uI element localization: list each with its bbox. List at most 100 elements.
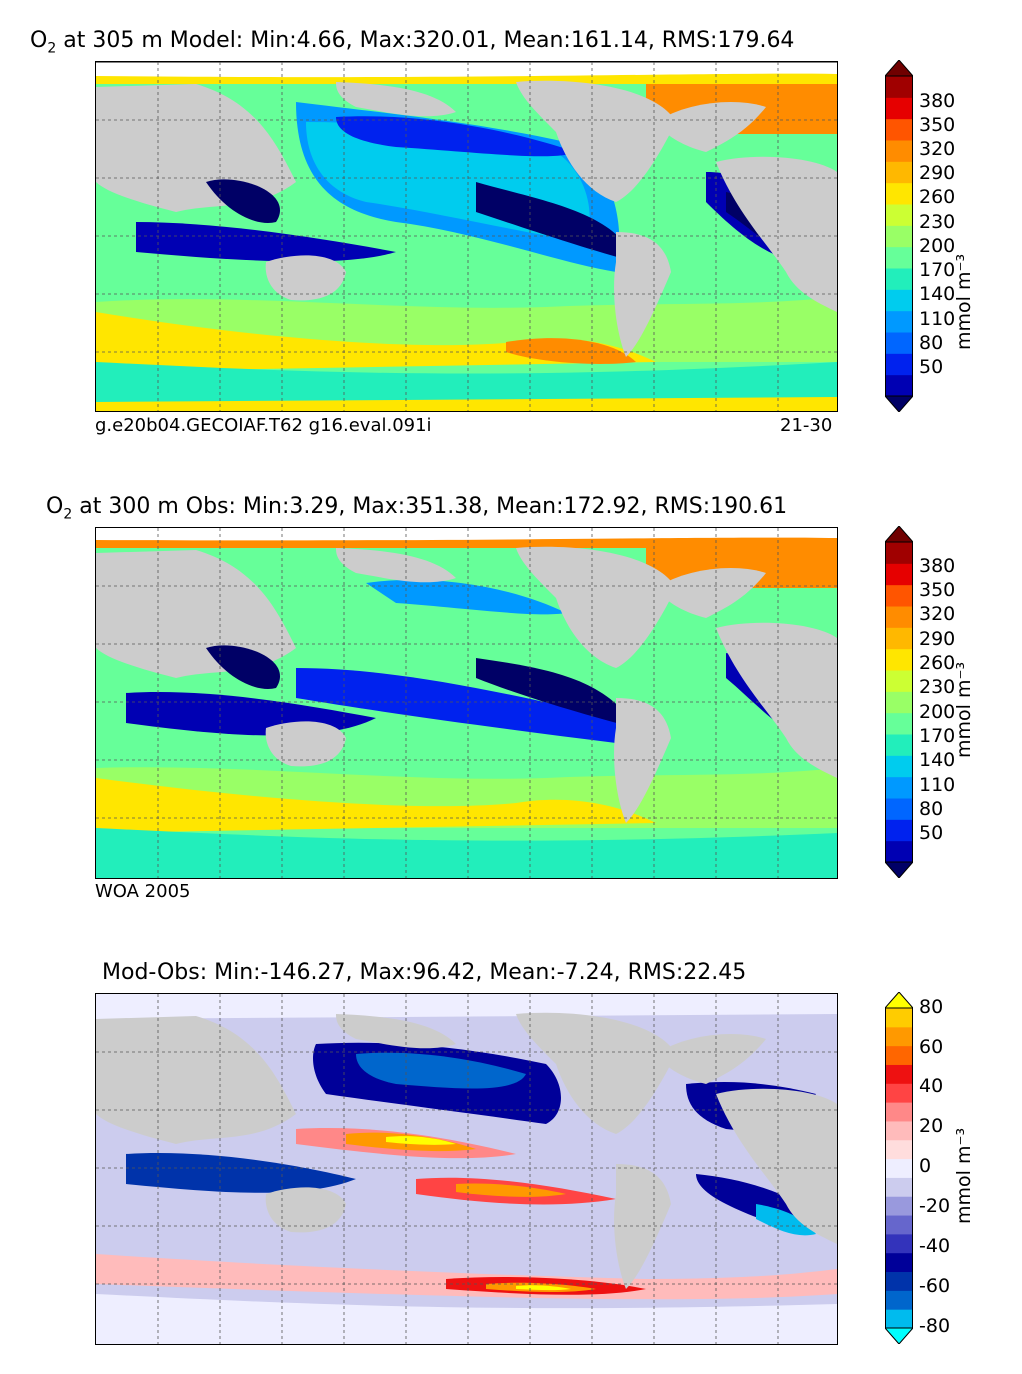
cbar-tick: -60 <box>919 1275 951 1297</box>
colorbar-segment <box>885 161 913 184</box>
colorbar-extend-max <box>883 525 915 543</box>
cbar-tick: 0 <box>919 1155 932 1177</box>
colorbar-extend-min <box>883 861 915 879</box>
obs-panel-title: O2 at 300 m Obs: Min:3.29, Max:351.38, M… <box>46 494 788 523</box>
colorbar-segment <box>885 1064 913 1084</box>
cbar-tick: 260 <box>919 186 956 208</box>
cbar-tick: 170 <box>919 259 956 281</box>
colorbar-segment <box>885 1102 913 1122</box>
colorbar-segment <box>885 691 913 714</box>
colorbar-segment <box>885 584 913 607</box>
cbar-tick: 320 <box>919 138 956 160</box>
cbar-tick: 110 <box>919 308 956 330</box>
colorbar-segment <box>885 1139 913 1160</box>
colorbar-segment <box>885 1215 913 1235</box>
model-panel-title: O2 at 305 m Model: Min:4.66, Max:320.01,… <box>30 28 795 57</box>
obs-o2-map <box>95 527 838 879</box>
cbar-tick: 50 <box>919 356 944 378</box>
colorbar-segment <box>885 840 913 863</box>
obs-caption-left: WOA 2005 <box>95 881 191 902</box>
cbar-tick: 230 <box>919 211 956 233</box>
colorbar-segment <box>885 755 913 778</box>
colorbar-segment <box>885 97 913 120</box>
colorbar-extend-min <box>883 395 915 413</box>
colorbar-segment <box>885 1252 913 1273</box>
colorbar-segment <box>885 670 913 692</box>
colorbar-segment <box>885 1290 913 1310</box>
colorbar-segment <box>885 1026 913 1047</box>
cbar-tick: 80 <box>919 798 944 820</box>
colorbar-segment <box>885 140 913 162</box>
cbar-tick: 60 <box>919 1036 944 1058</box>
cbar-tick: 260 <box>919 652 956 674</box>
cbar-tick: 200 <box>919 235 956 257</box>
cbar-tick: 80 <box>919 332 944 354</box>
model-caption-right: 21-30 <box>780 415 833 436</box>
colorbar-segment <box>885 118 913 141</box>
cbar-tick: 350 <box>919 114 956 136</box>
colorbar-segment <box>885 332 913 354</box>
colorbar-unit-label: mmol m⁻³ <box>953 661 975 758</box>
colorbar-frame <box>885 1007 913 1329</box>
model-caption-left: g.e20b04.GECOIAF.T62 g16.eval.091i <box>95 415 432 436</box>
colorbar-segment <box>885 1045 913 1065</box>
colorbar-segment <box>885 1177 913 1197</box>
colorbar-segment <box>885 1271 913 1291</box>
cbar-tick: -40 <box>919 1235 951 1257</box>
cbar-tick: -80 <box>919 1315 951 1337</box>
colorbar-segment <box>885 268 913 290</box>
diff-colorbar: 80 60 40 20 0 -20 -40 -60 -80 mmol m⁻³ <box>883 991 975 1345</box>
colorbar-segment <box>885 1120 913 1141</box>
cbar-tick: 50 <box>919 822 944 844</box>
colorbar-extend-max <box>883 59 915 77</box>
colorbar-segment <box>885 225 913 248</box>
model-o2-map <box>95 61 838 412</box>
cbar-tick: 40 <box>919 1075 944 1097</box>
colorbar-segment <box>885 563 913 586</box>
colorbar-segment <box>885 76 913 98</box>
diff-panel-title: Mod-Obs: Min:-146.27, Max:96.42, Mean:-7… <box>102 960 747 985</box>
cbar-tick: 350 <box>919 579 956 601</box>
colorbar-extend-max <box>883 991 915 1009</box>
colorbar-segment <box>885 353 913 376</box>
diff-o2-map <box>95 993 838 1345</box>
colorbar-frame <box>885 541 913 863</box>
colorbar-frame <box>885 75 913 397</box>
cbar-tick: 320 <box>919 603 956 625</box>
cbar-tick: 380 <box>919 90 956 112</box>
colorbar-segment <box>885 1196 913 1216</box>
colorbar-segment <box>885 819 913 842</box>
colorbar-unit-label: mmol m⁻³ <box>953 253 975 350</box>
colorbar-extend-min <box>883 1327 915 1345</box>
cbar-tick: -20 <box>919 1195 951 1217</box>
cbar-tick: 170 <box>919 725 956 747</box>
colorbar-segment <box>885 1008 913 1028</box>
colorbar-segment <box>885 542 913 564</box>
colorbar-segment <box>885 798 913 820</box>
cbar-tick: 140 <box>919 283 956 305</box>
colorbar-segment <box>885 648 913 671</box>
colorbar-segment <box>885 204 913 226</box>
colorbar-segment <box>885 734 913 756</box>
cbar-tick: 80 <box>919 996 944 1018</box>
cbar-tick: 200 <box>919 701 956 723</box>
colorbar-segment <box>885 246 913 269</box>
colorbar-segment <box>885 310 913 333</box>
colorbar-segment <box>885 182 913 205</box>
colorbar-segment <box>885 1083 913 1103</box>
model-colorbar: 380 350 320 290 260 230 200 170 140 110 … <box>883 59 975 413</box>
colorbar-segment <box>885 289 913 312</box>
cbar-tick: 230 <box>919 676 956 698</box>
cbar-tick: 20 <box>919 1115 944 1137</box>
colorbar-segment <box>885 627 913 650</box>
cbar-tick: 290 <box>919 162 956 184</box>
obs-colorbar: 380 350 320 290 260 230 200 170 140 110 … <box>883 525 975 879</box>
colorbar-segment <box>885 712 913 735</box>
colorbar-segment <box>885 1158 913 1178</box>
cbar-tick: 380 <box>919 555 956 577</box>
cbar-tick: 140 <box>919 749 956 771</box>
cbar-tick: 290 <box>919 628 956 650</box>
colorbar-segment <box>885 1233 913 1254</box>
colorbar-segment <box>885 1309 913 1329</box>
colorbar-segment <box>885 374 913 397</box>
